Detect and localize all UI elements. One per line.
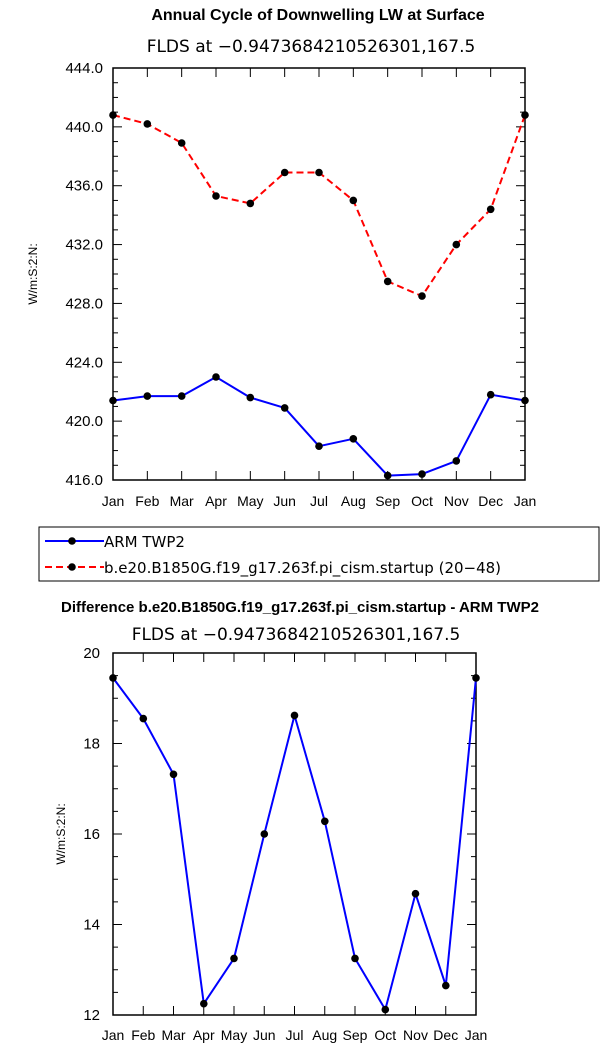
x-tick-label: Dec [433, 1027, 458, 1043]
series-0-point [230, 954, 238, 963]
legend-marker-model [68, 563, 76, 571]
y-tick-label: 12 [83, 1007, 100, 1024]
series-0-point [349, 435, 358, 443]
legend: ARM TWP2 b.e20.B1850G.f19_g17.263f.pi_ci… [38, 526, 600, 582]
series-0-point [200, 999, 208, 1008]
series-0-point [280, 404, 289, 412]
chart1-title: Annual Cycle of Downwelling LW at Surfac… [151, 7, 484, 24]
y-tick-label: 428.0 [65, 295, 103, 312]
series-0-point [109, 674, 117, 682]
chart1-ylabel: W/m:S:2:N: [26, 243, 40, 304]
series-0-point [139, 714, 148, 723]
series-1-point [280, 168, 289, 177]
y-tick-label: 20 [83, 645, 100, 662]
series-0-point [418, 470, 426, 478]
y-tick-label: 416.0 [65, 472, 103, 489]
x-tick-label: Jul [310, 493, 328, 509]
x-tick-label: Jan [102, 493, 125, 509]
legend-label-arm: ARM TWP2 [104, 533, 185, 551]
series-0-point [472, 674, 480, 682]
x-tick-label: Dec [478, 493, 503, 509]
series-0-point [246, 393, 255, 402]
series-0-point [169, 770, 178, 779]
series-1-point [452, 240, 461, 249]
series-line-0 [112, 376, 526, 477]
series-line-0 [112, 677, 477, 1011]
series-line-1 [112, 114, 526, 298]
x-tick-label: May [237, 493, 263, 509]
x-tick-label: Feb [131, 1027, 155, 1043]
series-0-point [321, 817, 329, 826]
y-tick-label: 420.0 [65, 413, 103, 430]
series-0-point [411, 889, 420, 898]
y-tick-label: 432.0 [65, 237, 103, 254]
y-tick-label: 436.0 [65, 178, 103, 195]
y-tick-label: 440.0 [65, 119, 103, 136]
series-1-point [418, 292, 426, 300]
chart2-title: Difference b.e20.B1850G.f19_g17.263f.pi_… [61, 599, 539, 616]
chart1-plot: Jan Feb Mar Apr May Jun Jul Aug Sep Oct Nov Dec Jan 4… [26, 60, 536, 509]
series-0-point [109, 396, 117, 405]
series-1-point [521, 111, 529, 119]
y-tick-label: 424.0 [65, 354, 103, 371]
y-tick-label: 18 [83, 736, 100, 753]
series-1-point [246, 199, 255, 208]
series-0-point [315, 442, 323, 451]
series-0-point [143, 392, 152, 400]
x-tick-label: Mar [161, 1027, 185, 1043]
x-tick-label: Feb [135, 493, 159, 509]
y-tick-label: 14 [83, 917, 100, 934]
series-1-point [486, 205, 495, 214]
x-tick-label: Jan [514, 493, 537, 509]
chart1-frame [112, 67, 526, 481]
series-1-point [143, 120, 152, 128]
chart2-frame [112, 652, 477, 1016]
series-0-point [177, 392, 186, 400]
x-tick-label: Nov [403, 1027, 428, 1043]
series-1-point [212, 192, 220, 200]
legend-marker-arm [68, 537, 76, 545]
series-0-point [212, 373, 220, 381]
series-0-point [260, 830, 269, 838]
x-tick-label: Jan [102, 1027, 125, 1043]
x-tick-label: May [221, 1027, 247, 1043]
series-0-point [452, 457, 461, 465]
legend-box [38, 526, 600, 582]
series-1-point [177, 139, 186, 147]
x-tick-label: Apr [205, 493, 227, 509]
x-tick-label: Aug [341, 493, 366, 509]
chart2-ylabel: W/m:S:2:N: [54, 803, 68, 864]
chart1-subtitle: FLDS at −0.9473684210526301,167.5 [147, 37, 476, 57]
legend-label-model: b.e20.B1850G.f19_g17.263f.pi_cism.startu… [104, 559, 501, 578]
x-tick-label: Sep [375, 493, 400, 509]
x-tick-label: Oct [411, 493, 433, 509]
x-tick-label: Sep [343, 1027, 368, 1043]
x-tick-label: Aug [312, 1027, 337, 1043]
series-1-point [109, 111, 117, 119]
series-0-point [383, 471, 392, 480]
x-tick-label: Jul [286, 1027, 304, 1043]
series-0-point [381, 1005, 390, 1014]
x-tick-label: Apr [193, 1027, 215, 1043]
x-tick-label: Jun [273, 493, 296, 509]
series-1-point [349, 196, 358, 205]
chart2-subtitle: FLDS at −0.9473684210526301,167.5 [132, 625, 461, 645]
series-0-point [521, 396, 529, 405]
y-tick-label: 16 [83, 826, 100, 843]
series-0-point [290, 711, 299, 720]
series-0-point [442, 981, 450, 990]
series-0-point [351, 954, 359, 963]
x-tick-label: Mar [170, 493, 194, 509]
x-tick-label: Oct [374, 1027, 396, 1043]
x-tick-label: Nov [444, 493, 469, 509]
series-1-point [315, 168, 323, 177]
x-tick-label: Jan [465, 1027, 488, 1043]
series-1-point [383, 277, 392, 286]
y-tick-label: 444.0 [65, 60, 103, 77]
series-0-point [486, 390, 495, 399]
chart2-plot: Jan Feb Mar Apr May Jun Jul Aug Sep Oct Nov Dec Jan1… [54, 645, 487, 1043]
x-tick-label: Jun [253, 1027, 276, 1043]
